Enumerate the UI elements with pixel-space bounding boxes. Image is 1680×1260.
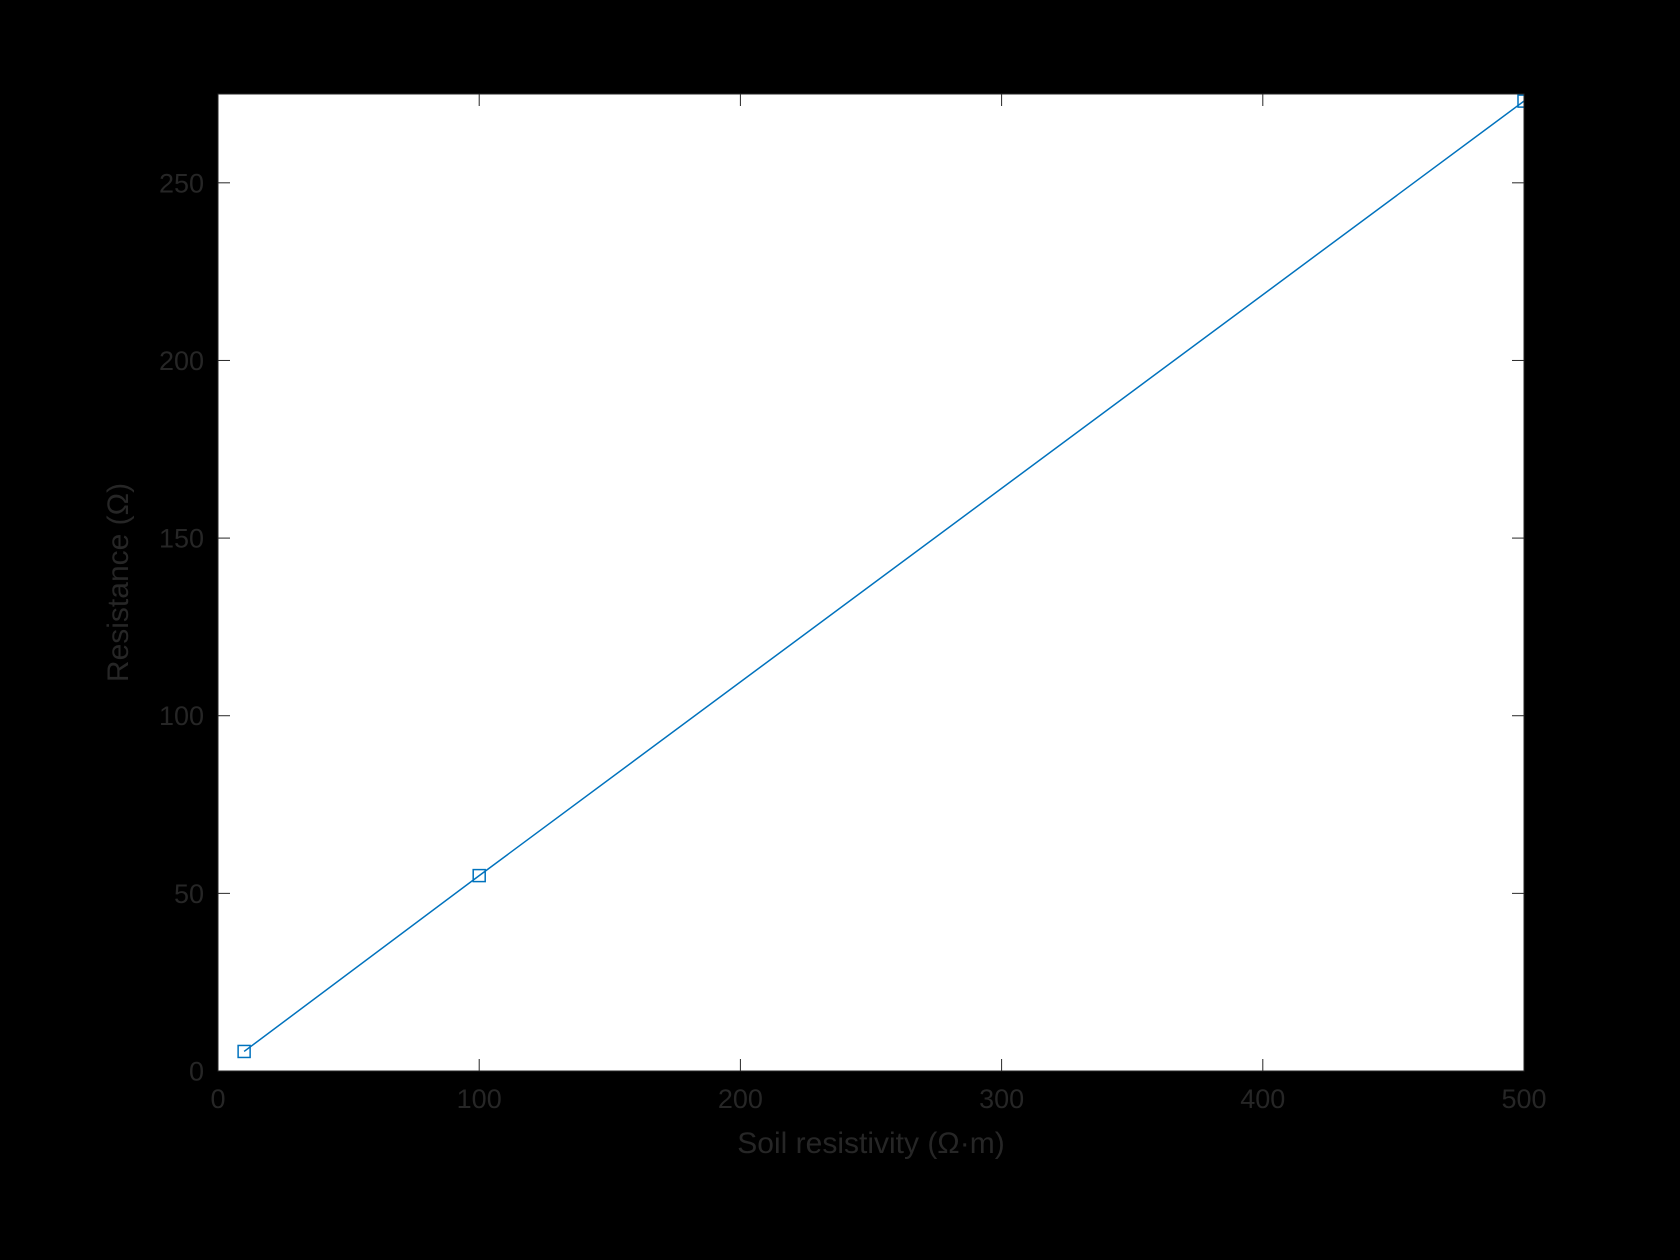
y-tick-label: 150	[159, 524, 204, 554]
y-tick-label: 50	[174, 879, 204, 909]
chart-svg: 0 100 200 300 400 500 0 50 100 150 200 250 Soil resi…	[0, 0, 1680, 1260]
y-tick-label: 200	[159, 346, 204, 376]
x-axis-label: Soil resistivity (Ω·m)	[737, 1127, 1004, 1160]
x-tick-label: 200	[718, 1084, 763, 1114]
y-tick-label: 250	[159, 168, 204, 198]
x-tick-label: 400	[1240, 1084, 1285, 1114]
x-tick-label: 500	[1501, 1084, 1546, 1114]
y-tick-label: 0	[189, 1056, 204, 1086]
x-tick-label: 0	[210, 1084, 225, 1114]
y-axis-label: Resistance (Ω)	[102, 483, 135, 682]
y-tick-label: 100	[159, 701, 204, 731]
x-tick-label: 300	[979, 1084, 1024, 1114]
chart-stage: 0 100 200 300 400 500 0 50 100 150 200 250 Soil resi…	[0, 0, 1680, 1260]
x-tick-label: 100	[457, 1084, 502, 1114]
